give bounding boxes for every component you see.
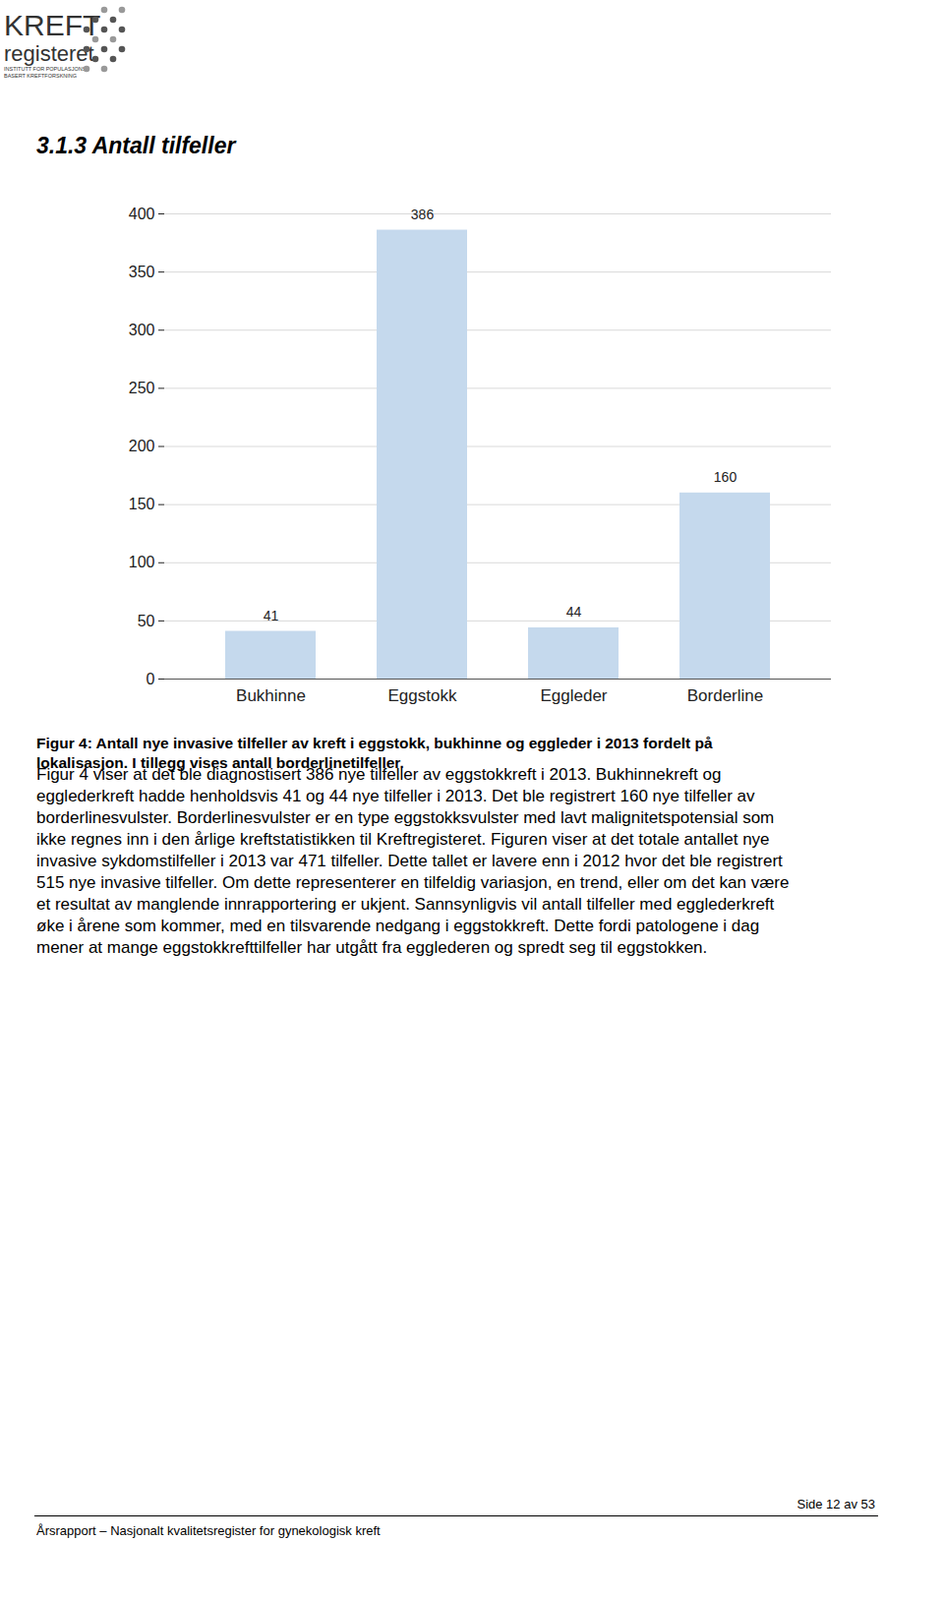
svg-text:100: 100 bbox=[128, 553, 156, 571]
svg-text:Borderline: Borderline bbox=[687, 686, 765, 706]
svg-text:0: 0 bbox=[146, 670, 156, 688]
html-text:mener at mange eggstokkrefttil: mener at mange eggstokkrefttilfeller har… bbox=[36, 938, 708, 957]
svg-text:300: 300 bbox=[128, 321, 156, 339]
svg-text:KREFT: KREFT bbox=[3, 8, 101, 42]
html-text:borderlinesvulster. Borderline: borderlinesvulster. Borderlinesvulster e… bbox=[36, 808, 775, 827]
svg-text:registeret: registeret bbox=[3, 41, 95, 66]
svg-text:400: 400 bbox=[128, 205, 156, 223]
svg-text:150: 150 bbox=[128, 495, 156, 513]
svg-text:250: 250 bbox=[128, 379, 156, 397]
html-text:Figur 4: Antall nye invasive t: Figur 4: Antall nye invasive tilfeller a… bbox=[36, 734, 713, 752]
html-text:Side 12 av 53: Side 12 av 53 bbox=[796, 1496, 876, 1512]
svg-text:200: 200 bbox=[128, 437, 156, 455]
svg-text:160: 160 bbox=[713, 469, 738, 485]
html-text:ikke regnes inn i den årlige k: ikke regnes inn i den årlige kreftstatis… bbox=[36, 829, 770, 849]
html-text:515 nye invasive tilfeller. Om: 515 nye invasive tilfeller. Om dette rep… bbox=[36, 873, 790, 892]
svg-text:386: 386 bbox=[411, 206, 435, 223]
html-text:Figur 4 viser at det ble diagn: Figur 4 viser at det ble diagnostisert 3… bbox=[36, 765, 722, 784]
svg-text:50: 50 bbox=[137, 611, 156, 629]
svg-text:Bukhinne: Bukhinne bbox=[236, 686, 306, 706]
html-text:øke i årene som kommer, med en: øke i årene som kommer, med en tilsvaren… bbox=[36, 916, 760, 936]
svg-text:INSTITUTT FOR POPULASJONS-: INSTITUTT FOR POPULASJONS- bbox=[3, 65, 88, 72]
html-text:Årsrapport – Nasjonalt kvalite: Årsrapport – Nasjonalt kvalitetsregister… bbox=[36, 1523, 381, 1538]
svg-text:Eggstokk: Eggstokk bbox=[388, 686, 458, 706]
html-text:eggleder­kreft hadde henholdsv: eggleder­kreft hadde henholdsvis 41 og 4… bbox=[36, 786, 755, 806]
html-text:invasive sykdomstilfeller i 20: invasive sykdomstilfeller i 2013 var 471… bbox=[36, 851, 783, 871]
html-text:et resultat av manglende innra: et resultat av manglende innrapportering… bbox=[36, 894, 775, 914]
svg-text:41: 41 bbox=[263, 606, 280, 623]
svg-text:Eggleder: Eggleder bbox=[539, 686, 607, 706]
svg-text:BASERT KREFTFORSKNING: BASERT KREFTFORSKNING bbox=[3, 72, 77, 79]
svg-text:350: 350 bbox=[128, 263, 156, 281]
svg-text:44: 44 bbox=[566, 603, 583, 620]
html-text:3.1.3 Antall tilfeller: 3.1.3 Antall tilfeller bbox=[36, 132, 236, 159]
html-text:lokalisasjon. I tillegg vises: lokalisasjon. I tillegg vises antall bor… bbox=[36, 754, 405, 771]
